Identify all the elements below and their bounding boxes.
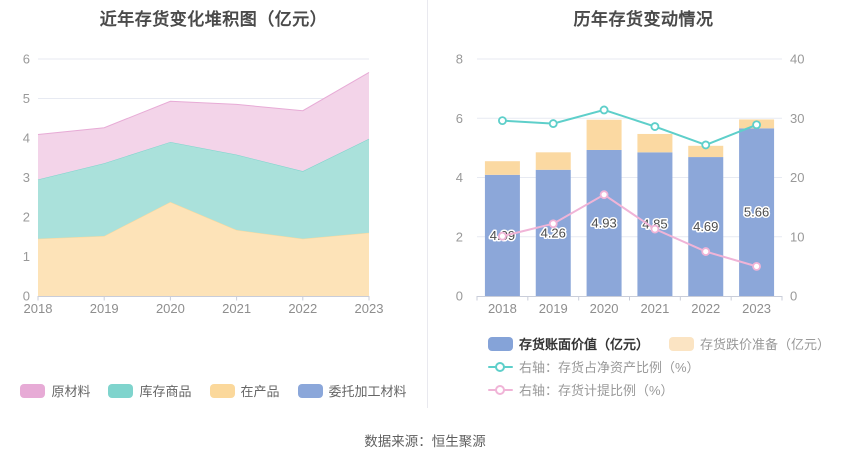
right-legend-row-1: 右轴：存货占净资产比例（%） <box>488 357 700 376</box>
svg-text:4.93: 4.93 <box>591 215 616 230</box>
legend-label: 在产品 <box>240 384 280 399</box>
legend-item-work-in-progress[interactable]: 在产品 <box>209 381 280 400</box>
svg-text:4.85: 4.85 <box>642 217 667 232</box>
left-chart-legend: 原材料 库存商品 在产品 委托加工材料 <box>0 381 427 400</box>
legend-item-finished-goods[interactable]: 库存商品 <box>108 381 192 400</box>
legend-label: 原材料 <box>51 384 91 399</box>
svg-text:8: 8 <box>456 52 463 67</box>
legend-label: 存货账面价值（亿元） <box>519 337 650 352</box>
data-source-note: 数据来源：恒生聚源 <box>364 434 486 449</box>
right-chart-legend: 存货账面价值（亿元） 存货跌价准备（亿元） 右轴：存货占净资产比例（%） 右轴：存货计… <box>488 334 830 399</box>
svg-text:20: 20 <box>790 170 804 185</box>
svg-text:2: 2 <box>23 210 30 225</box>
legend-item-consigned-materials[interactable]: 委托加工材料 <box>297 381 407 400</box>
svg-text:2020: 2020 <box>590 301 619 316</box>
right-line-series <box>498 105 761 271</box>
svg-text:4: 4 <box>456 170 463 185</box>
svg-text:4.26: 4.26 <box>541 225 566 240</box>
legend-item-book-value-bars[interactable]: 存货账面价值（亿元） <box>488 334 649 353</box>
svg-text:2022: 2022 <box>691 301 720 316</box>
legend-item-raw-materials[interactable]: 原材料 <box>20 381 90 400</box>
svg-text:2021: 2021 <box>222 301 251 316</box>
svg-text:0: 0 <box>23 289 30 304</box>
svg-text:5.66: 5.66 <box>744 205 769 220</box>
legend-label: 库存商品 <box>139 384 192 399</box>
legend-label: 右轴：存货占净资产比例（%） <box>519 360 700 375</box>
svg-text:10: 10 <box>790 229 804 244</box>
svg-text:4.69: 4.69 <box>693 219 718 234</box>
svg-text:30: 30 <box>790 111 804 126</box>
svg-text:2019: 2019 <box>539 301 568 316</box>
right-plot: 4.094.264.934.854.695.660246801020304020… <box>456 52 805 317</box>
legend-label: 存货跌价准备（亿元） <box>700 337 831 352</box>
svg-text:5: 5 <box>23 91 30 106</box>
work-in-progress-swatch-icon <box>209 383 235 398</box>
svg-text:2022: 2022 <box>288 301 317 316</box>
svg-text:6: 6 <box>456 111 463 126</box>
consigned-materials-swatch-icon <box>297 383 323 398</box>
svg-text:2018: 2018 <box>488 301 517 316</box>
right-legend-row-2: 右轴：存货计提比例（%） <box>488 380 674 399</box>
legend-item-provision-ratio-line[interactable]: 右轴：存货计提比例（%） <box>488 380 674 399</box>
net-asset-ratio-line-marker-icon <box>488 360 513 374</box>
svg-text:2019: 2019 <box>90 301 119 316</box>
svg-text:6: 6 <box>23 52 30 67</box>
svg-text:2021: 2021 <box>640 301 669 316</box>
legend-item-net-asset-ratio-line[interactable]: 右轴：存货占净资产比例（%） <box>488 357 700 376</box>
right-chart-title: 历年存货变动情况 <box>573 10 714 29</box>
svg-text:3: 3 <box>23 170 30 185</box>
left-plot: 0 1 2 3 4 5 6 2018 2019 2020 2021 2022 2023 <box>23 52 384 317</box>
svg-text:2023: 2023 <box>355 301 384 316</box>
svg-text:2023: 2023 <box>742 301 771 316</box>
finished-goods-swatch-icon <box>108 383 134 398</box>
panel-divider <box>427 0 428 408</box>
svg-text:0: 0 <box>790 289 797 304</box>
legend-label: 委托加工材料 <box>328 384 407 399</box>
legend-item-provision-bars[interactable]: 存货跌价准备（亿元） <box>669 334 830 353</box>
svg-text:2: 2 <box>456 229 463 244</box>
right-axes: 0 2 4 6 8 0 10 20 30 40 2018 2019 2020 2021 2022 2023 <box>456 52 805 317</box>
right-gridlines <box>477 58 782 238</box>
svg-text:2020: 2020 <box>156 301 185 316</box>
left-area-series <box>37 71 370 296</box>
line-provision-ratio-line <box>498 190 761 271</box>
right-legend-row-0: 存货账面价值（亿元） 存货跌价准备（亿元） <box>488 334 830 353</box>
svg-text:40: 40 <box>790 52 804 67</box>
bar-value-labels: 4.094.264.934.854.695.66 <box>488 203 770 244</box>
left-chart-title: 近年存货变化堆积图（亿元） <box>99 10 328 29</box>
svg-text:4: 4 <box>23 131 30 146</box>
bars-provision-bars <box>484 119 775 175</box>
svg-text:0: 0 <box>456 289 463 304</box>
legend-label: 右轴：存货计提比例（%） <box>519 383 674 398</box>
provision-ratio-line-marker-icon <box>488 383 513 397</box>
svg-text:1: 1 <box>23 249 30 264</box>
line-net-asset-ratio-line <box>498 105 761 150</box>
svg-text:2018: 2018 <box>24 301 53 316</box>
right-bar-series <box>484 119 775 296</box>
raw-materials-swatch-icon <box>20 383 46 398</box>
left-axes: 0 1 2 3 4 5 6 2018 2019 2020 2021 2022 2023 <box>23 52 384 317</box>
book-value-bars-swatch-icon <box>488 336 513 351</box>
provision-bars-swatch-icon <box>669 336 695 351</box>
area-raw-materials <box>37 71 370 180</box>
